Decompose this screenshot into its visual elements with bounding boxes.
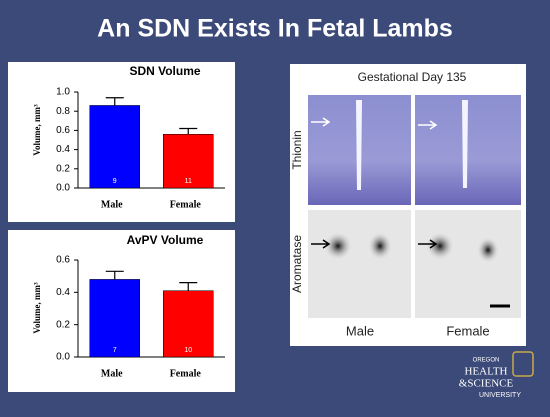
y-tick-label: 0.4 bbox=[56, 144, 70, 155]
bar bbox=[163, 133, 214, 189]
x-tick-label: Male bbox=[101, 368, 123, 379]
bar bbox=[89, 279, 140, 358]
error-bar bbox=[105, 97, 124, 106]
error-bar bbox=[105, 270, 124, 280]
error-bar bbox=[179, 127, 198, 135]
column-label: Female bbox=[446, 323, 489, 338]
logo-text: &SCIENCE bbox=[459, 378, 514, 390]
chart-title: SDN Volume bbox=[129, 64, 200, 78]
error-bar bbox=[179, 282, 198, 291]
logo-mark bbox=[512, 351, 534, 377]
y-tick-label: 0.4 bbox=[56, 287, 70, 298]
y-tick-label: 1.0 bbox=[56, 87, 70, 98]
micrographs bbox=[308, 95, 521, 318]
chart-title: AvPV Volume bbox=[127, 233, 204, 247]
x-tick-label: Female bbox=[170, 199, 202, 210]
y-tick-label: 0.8 bbox=[56, 106, 70, 117]
bar bbox=[89, 105, 140, 189]
row-label: Thionin bbox=[290, 130, 304, 169]
y-tick-label: 0.0 bbox=[56, 352, 70, 363]
y-tick-label: 0.2 bbox=[56, 163, 70, 174]
column-label: Male bbox=[346, 323, 374, 338]
y-tick-label: 0.0 bbox=[56, 183, 70, 194]
slide-title: An SDN Exists In Fetal Lambs bbox=[97, 15, 453, 43]
logo-text: UNIVERSITY bbox=[479, 392, 521, 399]
x-tick-label: Female bbox=[170, 368, 202, 379]
y-tick-label: 0.2 bbox=[56, 319, 70, 330]
y-tick-label: 0.6 bbox=[56, 255, 70, 266]
n-label: 10 bbox=[184, 347, 192, 354]
n-label: 9 bbox=[113, 178, 117, 185]
x-tick-label: Male bbox=[101, 199, 123, 210]
figure-title: Gestational Day 135 bbox=[358, 70, 467, 84]
logo-text: OREGON bbox=[473, 358, 500, 364]
y-axis-label: Volume, mm³ bbox=[32, 104, 42, 156]
logo-text: HEALTH bbox=[465, 366, 508, 378]
row-label: Aromatase bbox=[290, 235, 304, 293]
n-label: 11 bbox=[185, 178, 192, 185]
n-label: 7 bbox=[113, 347, 117, 354]
y-axis-label: Volume, mm³ bbox=[32, 282, 42, 334]
y-tick-label: 0.6 bbox=[56, 125, 70, 136]
